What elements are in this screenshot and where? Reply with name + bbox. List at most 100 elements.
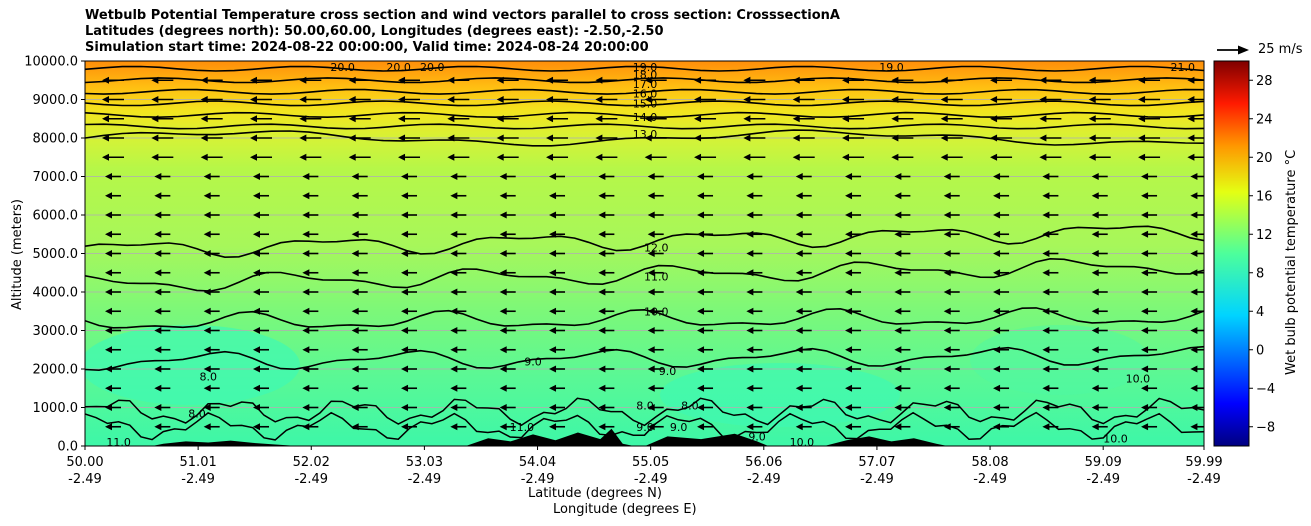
wind-vector-head bbox=[302, 346, 310, 354]
wind-vector-head bbox=[398, 134, 406, 142]
contour-line bbox=[85, 307, 1204, 329]
reference-vector-arrowhead bbox=[1238, 45, 1249, 55]
wind-vector-head bbox=[894, 211, 902, 219]
wind-vector-head bbox=[647, 346, 655, 354]
x-tick-label-lon: -2.49 bbox=[181, 472, 215, 487]
wind-vector-head bbox=[302, 327, 310, 334]
wind-vector-head bbox=[845, 173, 853, 180]
wind-vector-head bbox=[746, 346, 754, 354]
wind-vector-head bbox=[1042, 327, 1050, 334]
wind-vector-head bbox=[795, 365, 803, 373]
wind-vector-head bbox=[496, 76, 504, 84]
wind-vector-head bbox=[203, 423, 211, 431]
wind-vector-head bbox=[894, 250, 902, 257]
wind-vector-head bbox=[792, 96, 800, 103]
wind-vector-head bbox=[943, 404, 951, 411]
wind-vector-head bbox=[1088, 115, 1096, 123]
wind-vector-head bbox=[401, 211, 409, 219]
wind-vector-head bbox=[598, 269, 606, 277]
wind-vector-head bbox=[943, 269, 951, 277]
contour-label: 8.0 bbox=[199, 371, 217, 384]
wind-vector-head bbox=[990, 134, 998, 142]
wind-vector-head bbox=[1042, 230, 1050, 238]
wind-vector-head bbox=[746, 384, 754, 392]
colorbar-tick-label: −4 bbox=[1256, 382, 1275, 397]
wind-vector-head bbox=[253, 173, 261, 180]
wind-vector-head bbox=[1141, 384, 1149, 392]
wind-vector-head bbox=[697, 384, 705, 392]
wind-vector-head bbox=[795, 307, 803, 315]
wind-vector-head bbox=[894, 173, 902, 180]
wind-vector-head bbox=[894, 423, 902, 431]
wind-vector-head bbox=[993, 423, 1001, 431]
wind-vector-head bbox=[203, 327, 211, 334]
wind-vector-head bbox=[203, 173, 211, 180]
wind-vector-head bbox=[795, 250, 803, 257]
wind-vector-head bbox=[499, 288, 507, 296]
contour-label: 11.0 bbox=[644, 271, 669, 284]
wind-vector-head bbox=[993, 404, 1001, 411]
wind-vector-head bbox=[697, 327, 705, 334]
wind-vector-head bbox=[499, 250, 507, 257]
wind-vector-head bbox=[943, 211, 951, 219]
wind-vector-head bbox=[105, 250, 113, 257]
contour-line bbox=[85, 411, 1204, 441]
wind-vector-head bbox=[795, 288, 803, 296]
wind-vector-head bbox=[595, 96, 603, 103]
wind-vector-head bbox=[845, 192, 853, 200]
contour-line bbox=[85, 225, 1204, 259]
contour-label: 11.0 bbox=[106, 436, 131, 449]
wind-vector-head bbox=[450, 211, 458, 219]
wind-vector-head bbox=[598, 250, 606, 257]
wind-vector-head bbox=[203, 230, 211, 238]
wind-vector-head bbox=[154, 404, 162, 411]
x-tick-label-lat: 59.09 bbox=[1085, 455, 1122, 470]
wind-vector-head bbox=[1141, 250, 1149, 257]
wind-vector-head bbox=[299, 76, 307, 84]
wind-vector-head bbox=[450, 327, 458, 334]
wind-vector-head bbox=[1190, 327, 1198, 334]
wind-vector-head bbox=[1190, 384, 1198, 392]
wind-vector-head bbox=[993, 269, 1001, 277]
wind-vector-head bbox=[1141, 230, 1149, 238]
wind-vector-head bbox=[743, 76, 751, 84]
wind-vector-head bbox=[697, 423, 705, 431]
wind-vector-head bbox=[598, 365, 606, 373]
wind-vector-head bbox=[644, 153, 652, 161]
wind-vector-head bbox=[697, 211, 705, 219]
wind-vector-head bbox=[151, 96, 159, 103]
wind-vector-head bbox=[792, 153, 800, 161]
wind-vector-head bbox=[450, 365, 458, 373]
wind-vector-head bbox=[845, 211, 853, 219]
colorbar-tick-label: 8 bbox=[1256, 266, 1264, 281]
wind-vector-head bbox=[200, 115, 208, 123]
wind-vector-head bbox=[990, 153, 998, 161]
wind-vector-head bbox=[1091, 346, 1099, 354]
contour-label: 10.0 bbox=[790, 436, 815, 449]
wind-vector-head bbox=[105, 192, 113, 200]
wind-vector-head bbox=[1138, 134, 1146, 142]
wind-vector-head bbox=[549, 307, 557, 315]
wind-vector-head bbox=[401, 250, 409, 257]
wind-vector-head bbox=[351, 192, 359, 200]
y-tick-label: 6000.0 bbox=[33, 209, 79, 224]
wind-vector-head bbox=[598, 230, 606, 238]
wind-vector-head bbox=[1190, 307, 1198, 315]
wind-vector-head bbox=[894, 384, 902, 392]
wind-vector-head bbox=[450, 404, 458, 411]
wind-vector-head bbox=[993, 211, 1001, 219]
wind-vector-head bbox=[203, 346, 211, 354]
wind-vector-head bbox=[1187, 115, 1195, 123]
wind-vector-head bbox=[1042, 211, 1050, 219]
wind-vector-head bbox=[398, 96, 406, 103]
wind-vector-head bbox=[450, 250, 458, 257]
wind-vector-head bbox=[450, 346, 458, 354]
x-tick-label-lon: -2.49 bbox=[747, 472, 781, 487]
wind-vector-head bbox=[1091, 250, 1099, 257]
wind-vector-head bbox=[943, 365, 951, 373]
contour-label: 21.0 bbox=[1170, 61, 1195, 74]
wind-vector-head bbox=[450, 173, 458, 180]
wind-vector-head bbox=[943, 327, 951, 334]
wind-vector-head bbox=[647, 288, 655, 296]
wind-vector-head bbox=[845, 346, 853, 354]
